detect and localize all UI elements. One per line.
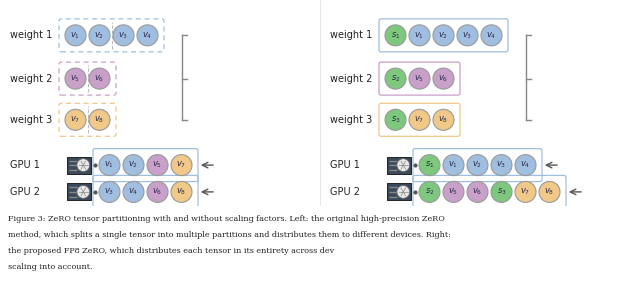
Text: $v_{4}$: $v_{4}$: [486, 30, 497, 40]
Text: $v_{4}$: $v_{4}$: [128, 187, 139, 197]
Circle shape: [171, 155, 192, 176]
Text: $s_{1}$: $s_{1}$: [391, 30, 400, 40]
Circle shape: [409, 68, 430, 89]
FancyBboxPatch shape: [67, 183, 91, 200]
Text: $v_{3}$: $v_{3}$: [462, 30, 472, 40]
Text: $s_{1}$: $s_{1}$: [425, 160, 435, 170]
Text: $v_{4}$: $v_{4}$: [520, 160, 531, 170]
Circle shape: [89, 109, 110, 130]
Text: GPU 2: GPU 2: [330, 187, 360, 197]
Text: weight 1: weight 1: [330, 30, 372, 40]
Circle shape: [77, 159, 90, 172]
FancyBboxPatch shape: [67, 157, 91, 174]
Circle shape: [491, 155, 512, 176]
Circle shape: [77, 185, 90, 198]
Text: weight 3: weight 3: [330, 115, 372, 125]
Text: $v_{4}$: $v_{4}$: [142, 30, 153, 40]
Text: weight 3: weight 3: [10, 115, 52, 125]
Text: $v_{7}$: $v_{7}$: [520, 187, 531, 197]
Text: $s_{2}$: $s_{2}$: [425, 187, 435, 197]
Text: $v_{6}$: $v_{6}$: [438, 73, 449, 84]
Circle shape: [397, 159, 410, 172]
Circle shape: [385, 68, 406, 89]
Text: $v_{5}$: $v_{5}$: [152, 160, 163, 170]
Circle shape: [491, 181, 512, 202]
Text: $v_{3}$: $v_{3}$: [118, 30, 129, 40]
Text: $v_{2}$: $v_{2}$: [129, 160, 138, 170]
Circle shape: [433, 25, 454, 46]
Circle shape: [515, 155, 536, 176]
Text: $v_{8}$: $v_{8}$: [545, 187, 555, 197]
Text: weight 1: weight 1: [10, 30, 52, 40]
Text: $v_{3}$: $v_{3}$: [104, 187, 115, 197]
Text: $v_{2}$: $v_{2}$: [472, 160, 483, 170]
Text: $v_{3}$: $v_{3}$: [497, 160, 507, 170]
Circle shape: [171, 181, 192, 202]
Text: $v_{2}$: $v_{2}$: [95, 30, 104, 40]
Text: weight 2: weight 2: [330, 73, 372, 84]
FancyBboxPatch shape: [387, 183, 411, 200]
Circle shape: [99, 181, 120, 202]
Circle shape: [147, 155, 168, 176]
Text: $v_{1}$: $v_{1}$: [449, 160, 458, 170]
Text: GPU 2: GPU 2: [10, 187, 40, 197]
Text: Figure 3: ZeRO tensor partitioning with and without scaling factors. Left: the o: Figure 3: ZeRO tensor partitioning with …: [8, 215, 445, 223]
Circle shape: [113, 25, 134, 46]
Circle shape: [467, 155, 488, 176]
Text: $v_{5}$: $v_{5}$: [70, 73, 81, 84]
Text: $v_{7}$: $v_{7}$: [177, 160, 187, 170]
Text: $v_{7}$: $v_{7}$: [414, 115, 424, 125]
Text: $v_{1}$: $v_{1}$: [104, 160, 115, 170]
FancyBboxPatch shape: [387, 157, 411, 174]
Text: method, which splits a single tensor into multiple partitions and distributes th: method, which splits a single tensor int…: [8, 231, 451, 239]
Circle shape: [443, 181, 464, 202]
Circle shape: [443, 155, 464, 176]
Circle shape: [99, 155, 120, 176]
Circle shape: [457, 25, 478, 46]
Text: $v_{5}$: $v_{5}$: [449, 187, 459, 197]
Circle shape: [123, 181, 144, 202]
Text: $v_{1}$: $v_{1}$: [70, 30, 81, 40]
Text: $s_{3}$: $s_{3}$: [497, 187, 506, 197]
Circle shape: [65, 109, 86, 130]
Text: scaling into account.: scaling into account.: [8, 263, 93, 271]
Circle shape: [409, 109, 430, 130]
Text: $v_{1}$: $v_{1}$: [415, 30, 424, 40]
Circle shape: [137, 25, 158, 46]
Circle shape: [123, 155, 144, 176]
Text: weight 2: weight 2: [10, 73, 52, 84]
Circle shape: [433, 68, 454, 89]
Text: $v_{6}$: $v_{6}$: [94, 73, 104, 84]
Circle shape: [385, 109, 406, 130]
Circle shape: [419, 155, 440, 176]
Text: $v_{7}$: $v_{7}$: [70, 115, 81, 125]
Text: GPU 1: GPU 1: [10, 160, 40, 170]
Circle shape: [467, 181, 488, 202]
Text: GPU 1: GPU 1: [330, 160, 360, 170]
Circle shape: [89, 25, 110, 46]
Text: $v_{8}$: $v_{8}$: [177, 187, 187, 197]
Text: $s_{3}$: $s_{3}$: [390, 115, 401, 125]
Text: $v_{8}$: $v_{8}$: [438, 115, 449, 125]
Circle shape: [481, 25, 502, 46]
Text: $v_{6}$: $v_{6}$: [472, 187, 483, 197]
Text: $v_{8}$: $v_{8}$: [94, 115, 104, 125]
Circle shape: [385, 25, 406, 46]
Text: $v_{2}$: $v_{2}$: [438, 30, 449, 40]
Text: $v_{5}$: $v_{5}$: [415, 73, 424, 84]
Circle shape: [409, 25, 430, 46]
Text: the proposed FP8 ZeRO, which distributes each tensor in its entirety across dev: the proposed FP8 ZeRO, which distributes…: [8, 247, 334, 255]
Circle shape: [419, 181, 440, 202]
Circle shape: [539, 181, 560, 202]
Circle shape: [65, 25, 86, 46]
Circle shape: [65, 68, 86, 89]
Circle shape: [433, 109, 454, 130]
Text: $v_{6}$: $v_{6}$: [152, 187, 163, 197]
Circle shape: [515, 181, 536, 202]
Circle shape: [89, 68, 110, 89]
Text: $s_{2}$: $s_{2}$: [391, 73, 400, 84]
Circle shape: [397, 185, 410, 198]
Circle shape: [147, 181, 168, 202]
